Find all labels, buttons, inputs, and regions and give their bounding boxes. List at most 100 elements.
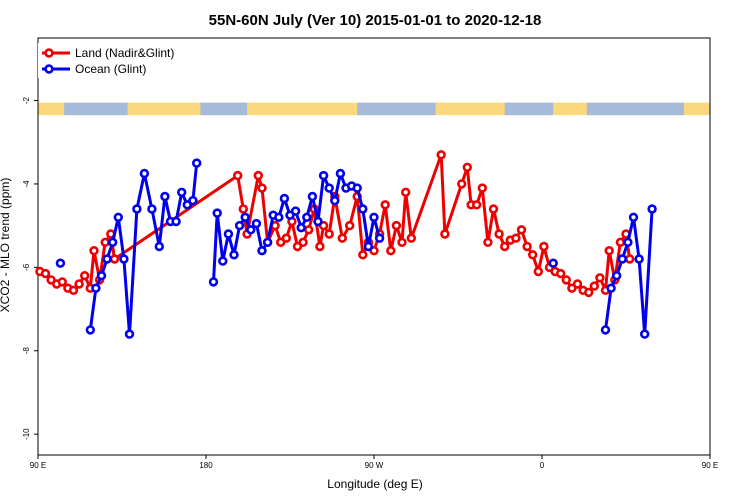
data-point xyxy=(154,241,165,252)
y-tick-label: -2 xyxy=(22,96,31,104)
data-point xyxy=(397,237,407,248)
data-point xyxy=(74,279,84,289)
data-point xyxy=(313,216,323,227)
data-point xyxy=(583,287,594,298)
legend-entry: Ocean (Glint) xyxy=(42,62,146,76)
data-point xyxy=(624,254,635,264)
data-point xyxy=(386,246,396,256)
y-tick-label: -10 xyxy=(22,428,31,440)
data-point xyxy=(100,237,110,248)
x-tick-label: 90 E xyxy=(30,461,46,470)
y-axis-label: XCO2 - MLO trend (ppm) xyxy=(0,178,12,313)
ocean-band-segment xyxy=(200,102,248,116)
data-point xyxy=(139,168,150,179)
y-tick-label: -8 xyxy=(22,347,31,355)
y-tick-label: -6 xyxy=(22,263,31,271)
chart-title: 55N-60N July (Ver 10) 2015-01-01 to 2020… xyxy=(209,12,542,29)
data-point xyxy=(604,246,614,256)
data-point xyxy=(107,237,118,248)
data-point xyxy=(233,170,243,181)
ocean-band-segment xyxy=(586,102,684,116)
legend-entry: Land (Nadir&Glint) xyxy=(42,46,174,60)
data-point xyxy=(57,277,67,287)
data-point xyxy=(234,220,245,231)
series-layer xyxy=(35,150,657,339)
ocean-band-segment xyxy=(357,102,436,116)
data-point xyxy=(132,204,142,214)
legend-marker xyxy=(44,64,54,74)
x-tick-label: 0 xyxy=(540,461,545,470)
data-point xyxy=(113,212,124,223)
data-point xyxy=(623,237,633,248)
data-point xyxy=(611,271,622,281)
data-point xyxy=(511,233,521,243)
data-point xyxy=(240,212,250,223)
data-point xyxy=(304,225,314,235)
legend: Land (Nadir&Glint) Ocean (Glint) xyxy=(38,43,208,78)
data-point xyxy=(246,225,256,235)
data-point xyxy=(380,200,390,210)
data-point xyxy=(274,212,284,223)
data-point xyxy=(40,268,51,279)
data-point xyxy=(251,218,262,229)
ocean-band-segment xyxy=(64,102,128,116)
data-point xyxy=(406,233,416,243)
data-point xyxy=(296,223,306,233)
data-point xyxy=(555,268,566,279)
data-point xyxy=(647,204,657,214)
series-ocean xyxy=(55,158,657,339)
data-point xyxy=(457,179,467,189)
data-point xyxy=(212,208,222,218)
data-point xyxy=(318,170,329,181)
data-point xyxy=(109,254,120,264)
legend-label: Ocean (Glint) xyxy=(75,62,146,76)
data-point xyxy=(85,325,96,335)
data-point xyxy=(91,283,101,293)
data-point xyxy=(548,258,558,268)
data-point xyxy=(208,277,219,287)
land-ocean-band xyxy=(38,102,710,116)
legend-label: Land (Nadir&Glint) xyxy=(75,46,174,60)
data-point xyxy=(472,200,482,210)
data-point xyxy=(55,258,66,268)
data-point xyxy=(391,220,402,231)
data-point xyxy=(335,168,346,179)
data-point xyxy=(281,233,291,243)
data-point xyxy=(639,329,650,339)
data-point xyxy=(223,229,234,239)
data-point xyxy=(477,183,487,193)
data-point xyxy=(358,204,368,214)
data-point xyxy=(89,246,99,256)
data-point xyxy=(171,216,181,227)
data-point xyxy=(262,237,273,248)
data-point xyxy=(253,170,263,181)
data-point xyxy=(315,241,325,252)
data-point xyxy=(298,237,308,248)
data-point xyxy=(330,195,340,206)
data-point xyxy=(337,233,347,243)
axes: 90 E 180 90 W 0 90 E -2 -4 -6 -8 -10 xyxy=(22,37,718,470)
data-point xyxy=(483,237,493,248)
data-point xyxy=(363,241,374,252)
data-point xyxy=(188,195,198,206)
data-point xyxy=(79,271,90,281)
data-point xyxy=(68,285,79,295)
data-point xyxy=(102,254,112,264)
data-point xyxy=(345,220,355,231)
data-point xyxy=(436,150,446,160)
data-point xyxy=(589,281,599,291)
data-point xyxy=(561,275,571,285)
data-point xyxy=(192,158,202,168)
data-point xyxy=(324,183,334,193)
data-point xyxy=(628,212,639,223)
data-point xyxy=(257,183,267,193)
data-point xyxy=(307,191,318,202)
data-point xyxy=(516,225,527,235)
data-point xyxy=(440,229,450,239)
data-point xyxy=(494,229,504,239)
data-point xyxy=(238,204,249,214)
data-point xyxy=(634,254,644,264)
x-tick-label: 90 W xyxy=(365,461,384,470)
y-tick-label: -4 xyxy=(22,180,31,188)
